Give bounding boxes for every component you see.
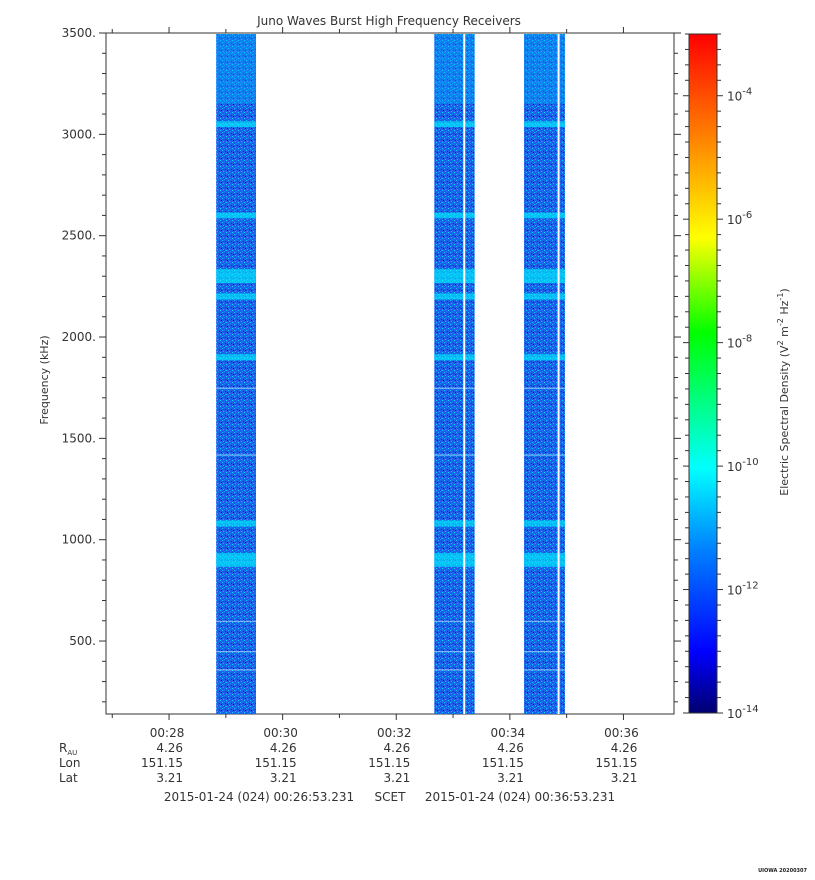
ephemeris-value-0-1: 4.26 <box>270 741 297 755</box>
burst-line-1-5 <box>216 669 256 671</box>
time-range-scet: SCET <box>375 790 407 804</box>
ephemeris-value-1-1: 151.15 <box>255 756 297 770</box>
burst-line-2-4 <box>434 651 475 653</box>
burst-line-3-4 <box>524 651 565 653</box>
y-tick-label-4: 2500. <box>62 229 96 243</box>
dropout-line-1 <box>463 34 466 714</box>
burst-line-1-3 <box>216 620 256 622</box>
ephemeris-value-1-0: 151.15 <box>141 756 183 770</box>
burst-line-3-2 <box>524 454 565 456</box>
burst-band-2-1 <box>434 121 475 128</box>
burst-layer <box>216 34 565 714</box>
burst-line-3-3 <box>524 620 565 622</box>
burst-line-2-3 <box>434 620 475 622</box>
y-tick-label-0: 500. <box>69 634 96 648</box>
burst-band-3-1 <box>524 121 565 128</box>
x-tick-label-3: 00:34 <box>491 726 526 740</box>
ephemeris-value-0-3: 4.26 <box>497 741 524 755</box>
burst-line-2-5 <box>434 669 475 671</box>
y-axis-label: Frequency (kHz) <box>38 335 51 424</box>
burst-line-2-1 <box>434 387 475 389</box>
burst-band-1-2 <box>216 212 256 219</box>
burst-band-1-3 <box>216 269 256 284</box>
ephemeris-value-2-1: 3.21 <box>270 771 297 785</box>
burst-band-3-3 <box>524 269 565 284</box>
burst-band-1-7 <box>216 552 256 567</box>
y-tick-label-1: 1000. <box>62 533 96 547</box>
burst-line-3-1 <box>524 387 565 389</box>
ephemeris-value-2-3: 3.21 <box>497 771 524 785</box>
burst-band-3-2 <box>524 212 565 219</box>
y-tick-label-6: 3500. <box>62 26 96 40</box>
burst-line-3-5 <box>524 669 565 671</box>
burst-band-2-5 <box>434 354 475 361</box>
y-axis: 500. 1000. 1500. 2000. 2500. 3000. 3500. <box>62 26 681 703</box>
ephemeris-value-1-2: 151.15 <box>368 756 410 770</box>
plot-area <box>105 32 675 715</box>
colorbar <box>688 33 718 714</box>
burst-line-1-1 <box>216 387 256 389</box>
burst-line-1-4 <box>216 651 256 653</box>
ephemeris-value-2-4: 3.21 <box>611 771 638 785</box>
ephemeris-label-0: RAU <box>59 741 77 757</box>
burst-block-1 <box>216 34 256 714</box>
colorbar-axis: 10-14 10-12 10-10 10-8 10-6 10-4 <box>683 33 759 721</box>
chart-title: Juno Waves Burst High Frequency Receiver… <box>256 14 521 28</box>
ephemeris-value-2-2: 3.21 <box>384 771 411 785</box>
y-tick-label-5: 3000. <box>62 127 96 141</box>
footer-stamp: UIOWA 20200307 <box>758 868 807 874</box>
burst-band-2-3 <box>434 269 475 284</box>
burst-band-1-1 <box>216 121 256 128</box>
ephemeris-value-1-3: 151.15 <box>482 756 524 770</box>
x-tick-label-0: 00:28 <box>150 726 185 740</box>
x-tick-label-2: 00:32 <box>377 726 412 740</box>
burst-band-1-6 <box>216 520 256 527</box>
burst-block-2 <box>434 34 475 714</box>
ephemeris-value-2-0: 3.21 <box>156 771 183 785</box>
cb-tick-label-3: 10-8 <box>727 334 752 351</box>
time-range-start: 2015-01-24 (024) 00:26:53.231 <box>164 790 354 804</box>
ephemeris-value-0-2: 4.26 <box>384 741 411 755</box>
x-axis: 00:28 00:30 00:32 00:34 00:36 <box>111 27 639 740</box>
burst-band-2-7 <box>434 552 475 567</box>
burst-band-3-4 <box>524 293 565 300</box>
ephemeris-value-0-0: 4.26 <box>156 741 183 755</box>
burst-band-2-4 <box>434 293 475 300</box>
cb-tick-label-0: 10-14 <box>727 704 759 721</box>
time-range-end: 2015-01-24 (024) 00:36:53.231 <box>425 790 615 804</box>
x-tick-label-4: 00:36 <box>604 726 639 740</box>
burst-band-2-6 <box>434 520 475 527</box>
ephemeris-value-1-4: 151.15 <box>595 756 637 770</box>
dropout-line-2 <box>557 34 560 714</box>
burst-upper-glow-2 <box>434 34 475 104</box>
cb-tick-label-5: 10-4 <box>727 87 752 104</box>
ephemeris-label-1: Lon <box>59 756 80 770</box>
burst-band-2-2 <box>434 212 475 219</box>
cb-tick-label-1: 10-12 <box>727 581 759 598</box>
colorbar-label: Electric Spectral Density (V2 m-2 Hz-1) <box>776 288 791 495</box>
y-tick-label-2: 1500. <box>62 431 96 445</box>
burst-band-3-7 <box>524 552 565 567</box>
burst-band-3-6 <box>524 520 565 527</box>
burst-upper-glow-1 <box>216 34 256 104</box>
ephemeris-table: RAU 4.26 4.26 4.26 4.26 4.26 Lon 151.15 151.15 15… <box>59 741 637 785</box>
cb-tick-label-4: 10-6 <box>727 210 752 227</box>
x-tick-label-1: 00:30 <box>263 726 298 740</box>
burst-band-1-5 <box>216 354 256 361</box>
cb-tick-label-2: 10-10 <box>727 457 759 474</box>
y-tick-label-3: 2000. <box>62 330 96 344</box>
burst-line-1-2 <box>216 454 256 456</box>
burst-band-1-4 <box>216 293 256 300</box>
burst-line-2-2 <box>434 454 475 456</box>
ephemeris-label-2: Lat <box>59 771 78 785</box>
ephemeris-value-0-4: 4.26 <box>611 741 638 755</box>
burst-band-3-5 <box>524 354 565 361</box>
